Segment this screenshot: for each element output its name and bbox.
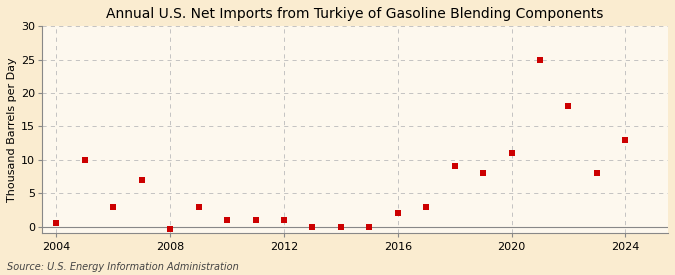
Point: [392, 211, 403, 215]
Point: [421, 204, 431, 209]
Point: [307, 225, 318, 229]
Point: [364, 225, 375, 229]
Point: [279, 218, 290, 222]
Point: [108, 204, 119, 209]
Point: [478, 171, 489, 175]
Point: [591, 171, 602, 175]
Point: [335, 225, 346, 229]
Point: [136, 178, 147, 182]
Point: [193, 204, 204, 209]
Point: [165, 226, 176, 231]
Title: Annual U.S. Net Imports from Turkiye of Gasoline Blending Components: Annual U.S. Net Imports from Turkiye of …: [107, 7, 604, 21]
Point: [250, 218, 261, 222]
Point: [80, 158, 90, 162]
Point: [51, 221, 62, 226]
Point: [563, 104, 574, 109]
Point: [535, 57, 545, 62]
Point: [506, 151, 517, 155]
Point: [620, 138, 630, 142]
Y-axis label: Thousand Barrels per Day: Thousand Barrels per Day: [7, 57, 17, 202]
Point: [450, 164, 460, 169]
Point: [221, 218, 232, 222]
Text: Source: U.S. Energy Information Administration: Source: U.S. Energy Information Administ…: [7, 262, 238, 272]
